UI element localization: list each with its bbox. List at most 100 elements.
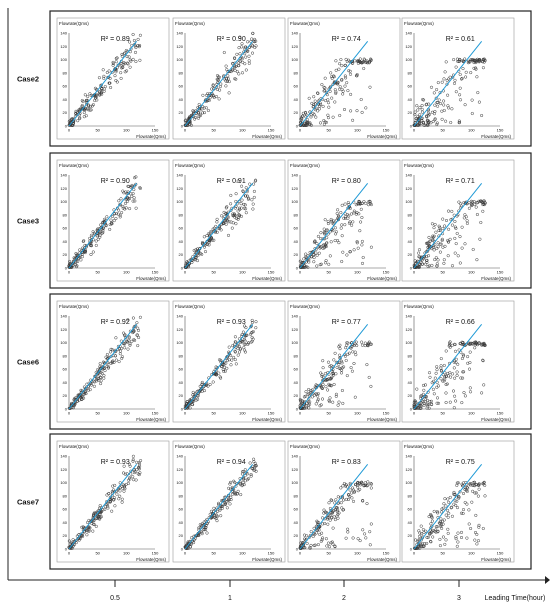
data-point [340, 359, 344, 363]
data-point [89, 244, 93, 248]
data-point [435, 88, 439, 92]
data-point [111, 62, 115, 66]
data-point [325, 236, 329, 240]
data-point [341, 508, 345, 512]
data-point [417, 264, 421, 268]
data-point [449, 506, 453, 510]
data-point [453, 225, 457, 229]
data-point [198, 384, 202, 388]
data-point [96, 368, 100, 372]
data-point [313, 99, 317, 103]
data-point [104, 223, 108, 227]
data-point [108, 499, 112, 503]
data-point [310, 395, 314, 399]
data-point [236, 353, 240, 357]
data-point [469, 526, 473, 531]
data-point [460, 482, 464, 486]
data-point [245, 478, 250, 482]
data-point [308, 400, 312, 404]
data-point [191, 403, 195, 407]
data-point [185, 402, 189, 406]
x-axis-title: Flowrate(Qms) [252, 276, 282, 281]
data-point [436, 100, 440, 105]
data-point [334, 90, 338, 94]
data-point [91, 250, 95, 254]
y-tick-label: 20 [63, 252, 68, 257]
data-point [127, 478, 131, 482]
y-tick-label: 80 [294, 353, 299, 358]
data-point [128, 343, 132, 347]
data-point [427, 121, 431, 125]
data-point [342, 481, 346, 486]
data-point [314, 531, 319, 535]
data-point [138, 33, 142, 37]
y-tick-label: 100 [291, 57, 298, 62]
data-point [324, 537, 328, 541]
data-point [339, 371, 344, 375]
data-point [136, 37, 140, 41]
data-point [92, 384, 96, 388]
data-point [426, 114, 430, 118]
data-point [438, 102, 443, 106]
data-point [68, 123, 72, 127]
data-point [71, 538, 75, 542]
data-point [441, 379, 445, 383]
data-point [228, 502, 232, 506]
data-point [329, 363, 333, 368]
data-point [363, 481, 367, 485]
data-point [459, 341, 463, 345]
y-tick-label: 80 [294, 70, 299, 75]
y-tick-label: 20 [408, 110, 413, 115]
x-tick-label: 100 [239, 551, 246, 556]
data-point [336, 512, 340, 516]
data-point [451, 372, 455, 376]
data-point [457, 496, 461, 500]
y-tick-label: 20 [63, 393, 68, 398]
data-point [431, 535, 435, 539]
data-point [304, 265, 308, 269]
data-point [251, 202, 255, 206]
data-point [128, 342, 132, 346]
data-point [118, 494, 122, 498]
scatter-subplot: Flowrate(Qms)Flowrate(Qms)02040608010012… [401, 300, 515, 423]
data-point [243, 62, 247, 66]
data-point [190, 115, 194, 119]
data-point [455, 506, 460, 510]
data-point [334, 59, 338, 63]
data-point [74, 253, 78, 257]
x-tick-label: 0 [68, 270, 71, 275]
data-point [425, 254, 429, 259]
data-point [419, 396, 423, 400]
data-point [359, 97, 363, 102]
y-tick-label: 100 [291, 340, 298, 345]
data-point [356, 61, 360, 65]
data-point [425, 541, 429, 546]
data-point [203, 250, 208, 254]
data-point [232, 355, 236, 359]
data-point [218, 88, 222, 92]
data-point [238, 481, 242, 485]
data-point [99, 382, 103, 386]
data-point [342, 107, 347, 112]
data-point [102, 376, 106, 380]
data-point [448, 495, 452, 499]
trendline [413, 183, 483, 269]
data-point [325, 544, 329, 548]
data-point [85, 102, 89, 106]
data-point [345, 60, 349, 64]
data-point [233, 335, 237, 339]
data-point [483, 201, 487, 205]
data-point [75, 253, 79, 257]
data-point [460, 356, 464, 361]
data-point [224, 84, 228, 88]
x-tick-label: 0 [299, 128, 302, 133]
data-point [483, 494, 487, 498]
leading-time-label: 1 [228, 595, 232, 602]
data-point [443, 497, 447, 501]
data-point [358, 539, 362, 543]
x-tick-label: 150 [497, 411, 504, 416]
x-axis-title: Flowrate(Qms) [367, 276, 397, 281]
data-point [102, 74, 106, 78]
data-point [428, 532, 432, 536]
data-point [101, 229, 105, 233]
